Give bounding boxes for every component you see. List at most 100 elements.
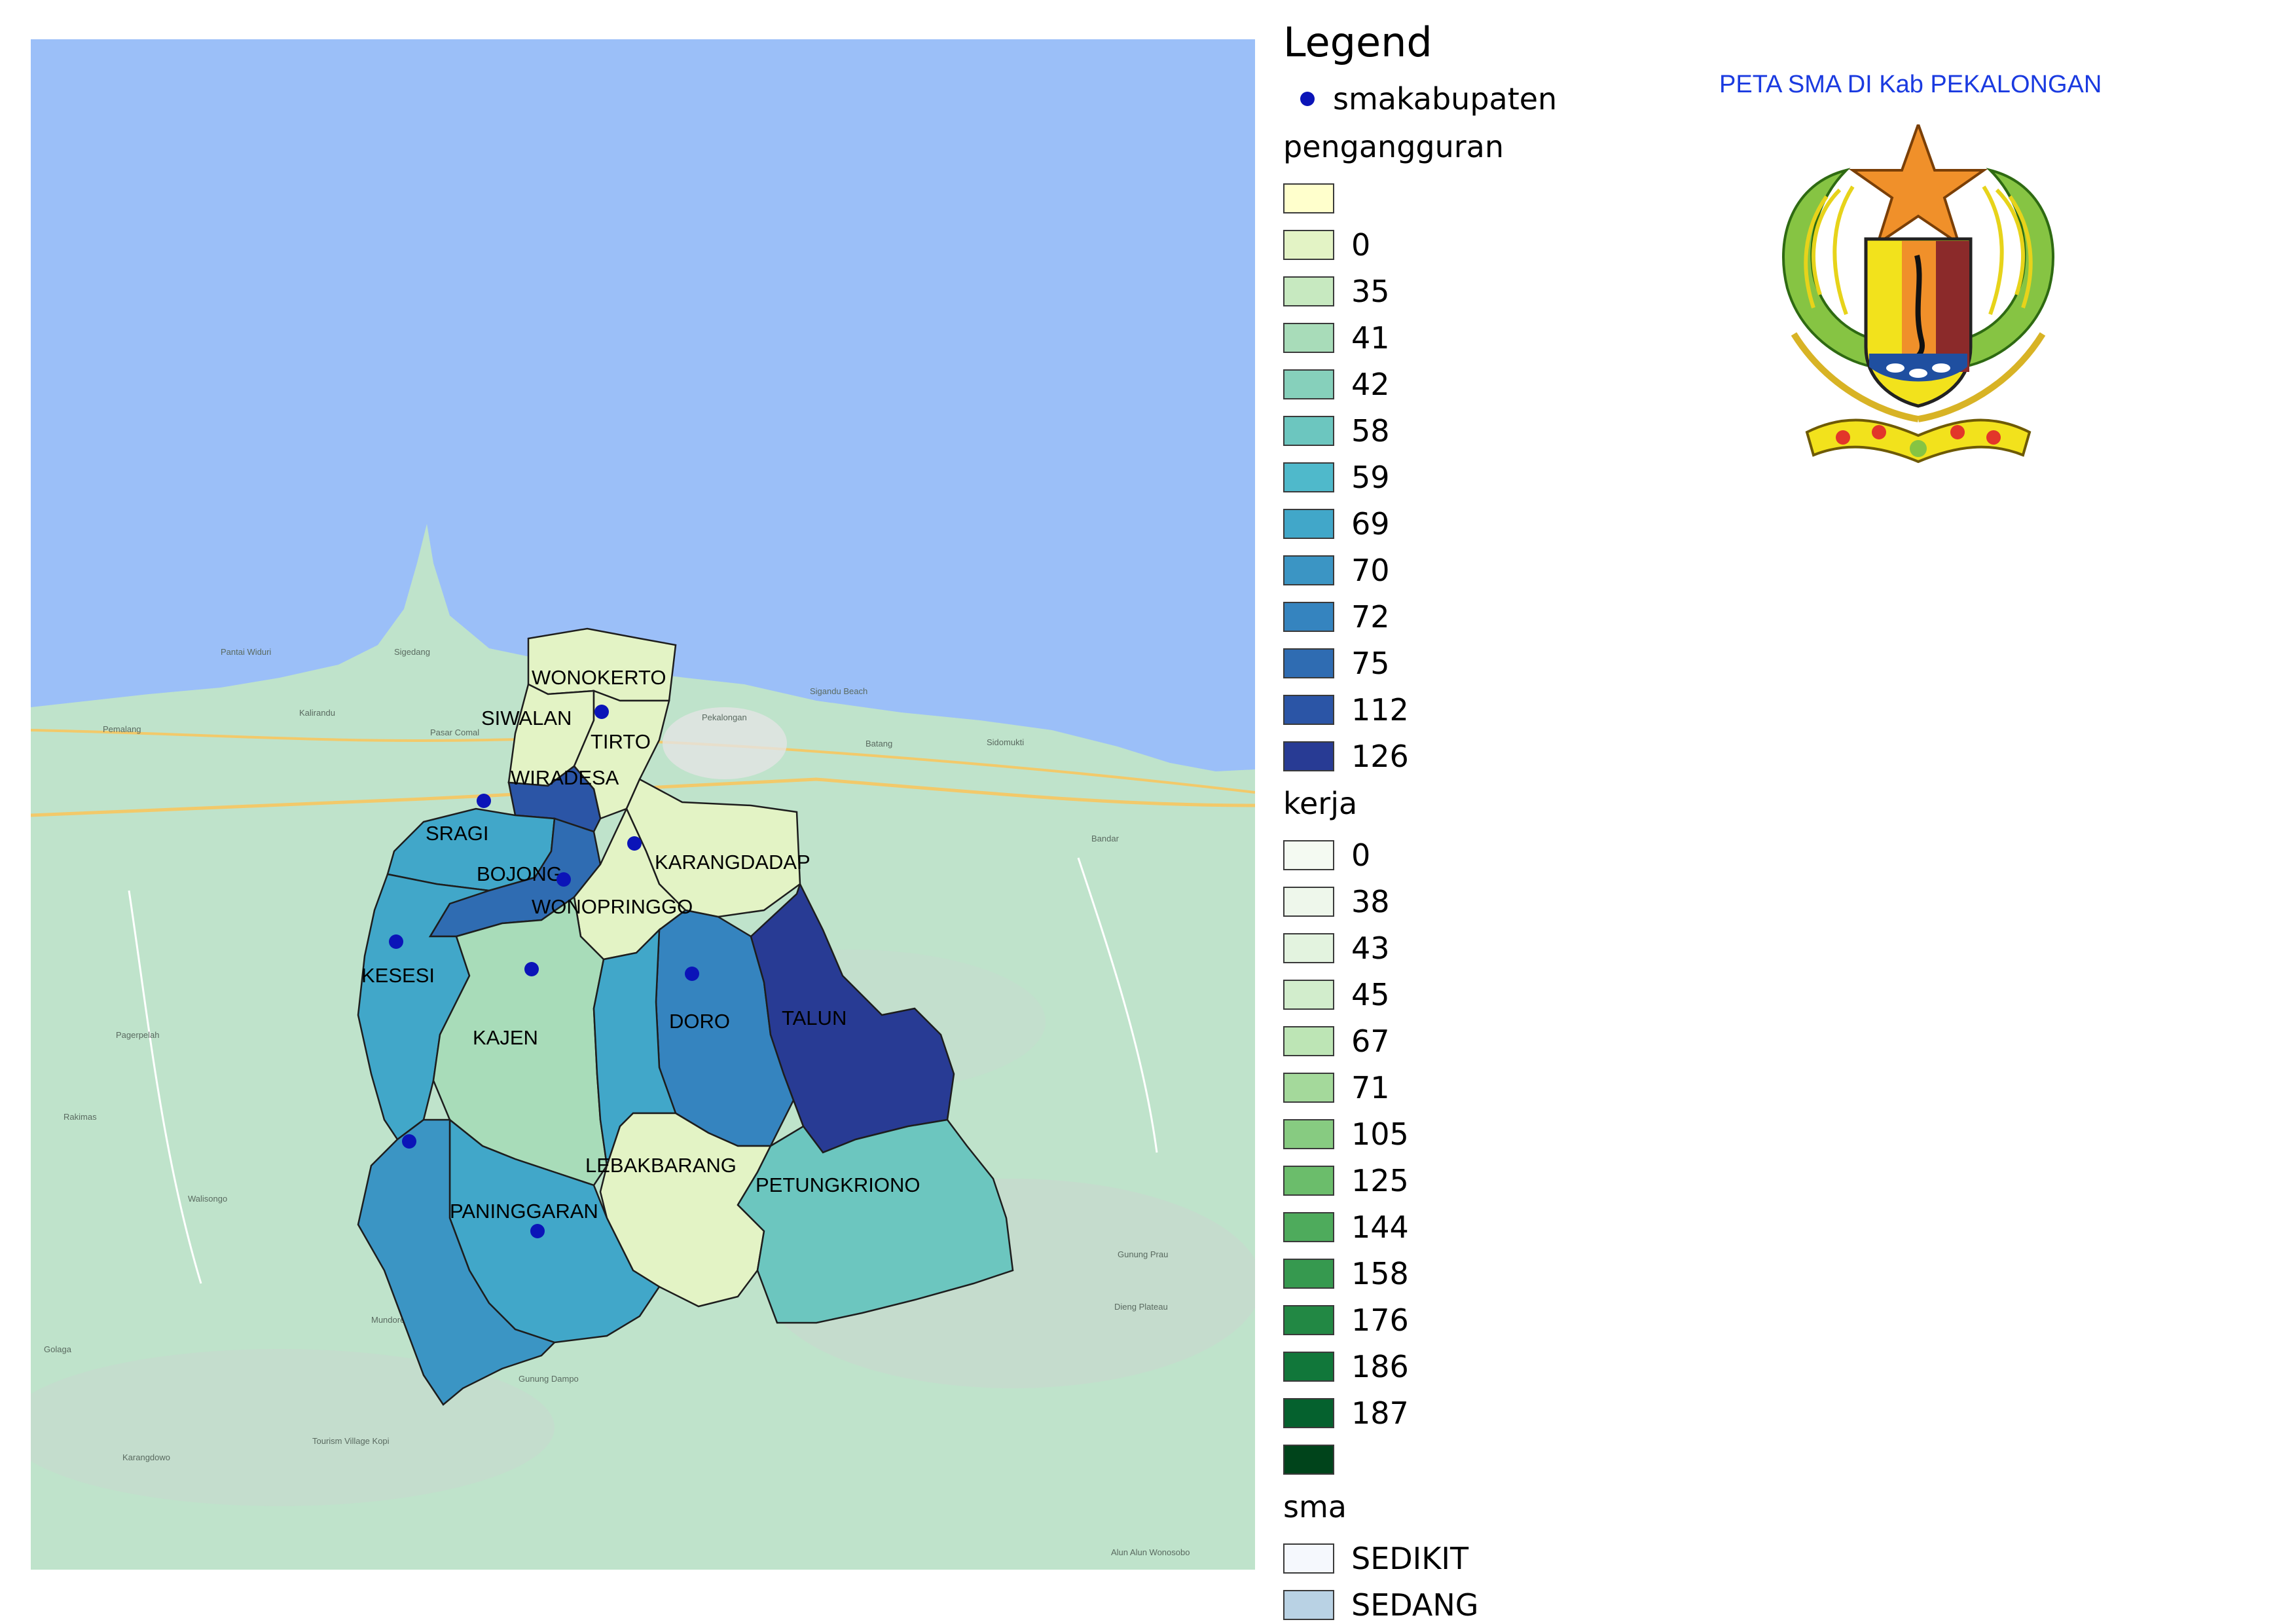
sma-point[interactable] (402, 1134, 416, 1149)
legend-class-label: 41 (1351, 320, 1390, 356)
legend-class-label: 0 (1351, 837, 1371, 873)
district-label: WONOPRINGGO (532, 895, 693, 918)
sma-point[interactable] (685, 967, 699, 981)
place-label: Batang (866, 739, 892, 748)
legend-swatch (1283, 183, 1334, 213)
legend-class-label: 59 (1351, 459, 1390, 495)
district-label: TALUN (782, 1006, 847, 1029)
legend-class-row (1283, 1436, 1741, 1483)
place-label: Rakimas (64, 1112, 97, 1122)
legend-class-label: 187 (1351, 1395, 1409, 1431)
legend-class-row: 126 (1283, 733, 1741, 779)
legend-class-row: 0 (1283, 221, 1741, 268)
legend-class-row: 42 (1283, 361, 1741, 407)
legend-class-row: 144 (1283, 1204, 1741, 1250)
map-view[interactable]: Pemalang Pantai Widuri Sigedang Pekalong… (31, 39, 1255, 1570)
sma-point[interactable] (556, 872, 571, 887)
legend-group-title: kerja (1283, 786, 1358, 821)
place-label: Walisongo (188, 1194, 227, 1204)
legend-swatch (1283, 932, 1334, 963)
sma-point[interactable] (477, 794, 491, 808)
legend-class-row: 158 (1283, 1250, 1741, 1297)
district-label: KAJEN (473, 1026, 538, 1049)
legend-class-label: 45 (1351, 976, 1390, 1012)
city-area (663, 707, 787, 779)
legend-class-row: 0 (1283, 832, 1741, 878)
district-label: SIWALAN (481, 707, 572, 729)
district-label: KARANGDADAP (655, 851, 811, 874)
sma-point-layer (389, 705, 699, 1238)
legend-swatch (1283, 741, 1334, 771)
district-label: SRAGI (426, 822, 488, 845)
legend-group-title: sma (1283, 1489, 1347, 1524)
sma-point[interactable] (524, 962, 539, 976)
legend-group-title: pengangguran (1283, 129, 1504, 164)
place-label: Pantai Widuri (221, 647, 271, 657)
legend-class-row: 72 (1283, 593, 1741, 640)
legend-class-row: 67 (1283, 1018, 1741, 1064)
district-kajen[interactable] (432, 895, 608, 1187)
legend-class-label: 176 (1351, 1302, 1409, 1338)
legend-swatch (1283, 415, 1334, 446)
place-label: Pekalongan (702, 712, 747, 722)
place-label: Golaga (44, 1344, 72, 1354)
district-label: BOJONG (477, 862, 562, 885)
legend-swatch (1283, 979, 1334, 1010)
legend-point-layer: smakabupaten (1283, 75, 1741, 122)
legend-swatch (1283, 886, 1334, 917)
legend-class-label: 38 (1351, 883, 1390, 919)
place-label: Sidomukti (987, 737, 1024, 747)
legend-class-row: 38 (1283, 878, 1741, 925)
legend-swatch (1283, 1211, 1334, 1242)
legend-class-label: 70 (1351, 552, 1390, 588)
place-label: Bandar (1091, 834, 1120, 843)
legend-class-label: 126 (1351, 738, 1409, 774)
district-southwest[interactable] (357, 1118, 556, 1406)
legend-class-row: 58 (1283, 407, 1741, 454)
place-label: Alun Alun Wonosobo (1111, 1547, 1190, 1557)
district-label: PANINGGARAN (450, 1200, 598, 1223)
legend-class-row: 187 (1283, 1390, 1741, 1436)
district-petungkriono[interactable] (737, 1118, 1014, 1324)
legend-class-label: 35 (1351, 273, 1390, 309)
district-label: WIRADESA (511, 766, 619, 789)
place-label: Dieng Plateau (1114, 1302, 1168, 1312)
legend-swatch (1283, 462, 1334, 492)
regency-emblem-icon (1782, 124, 2054, 464)
legend-class-label: 71 (1351, 1069, 1390, 1105)
legend-swatch (1283, 1258, 1334, 1289)
legend-class-label: 0 (1351, 227, 1371, 263)
legend-class-row: 176 (1283, 1297, 1741, 1343)
road (1077, 857, 1158, 1153)
legend-class-label: 186 (1351, 1348, 1409, 1384)
legend-class-row: 112 (1283, 686, 1741, 733)
legend-swatch (1283, 601, 1334, 632)
legend-class-row: 70 (1283, 547, 1741, 593)
legend-swatch (1283, 229, 1334, 260)
district-label: TIRTO (591, 730, 651, 753)
district-label: PETUNGKRIONO (756, 1173, 920, 1196)
legend-class-label: 105 (1351, 1116, 1409, 1152)
legend-class-label: 69 (1351, 506, 1390, 542)
legend-class-row: 125 (1283, 1157, 1741, 1204)
legend-class-label: 43 (1351, 930, 1390, 966)
legend-swatch (1283, 322, 1334, 353)
place-label: Tourism Village Kopi (312, 1436, 390, 1446)
district-label: DORO (669, 1010, 730, 1033)
legend-class-row: SEDANG (1283, 1581, 1741, 1624)
place-label: Kalirandu (299, 708, 335, 718)
place-label: Pasar Comal (430, 728, 479, 737)
district-label: KESESI (361, 964, 435, 987)
legend-class-label: 72 (1351, 599, 1390, 635)
legend-class-label: 144 (1351, 1209, 1409, 1245)
legend-class-label: 125 (1351, 1162, 1409, 1198)
place-label: Karangdowo (122, 1452, 170, 1462)
sma-point[interactable] (594, 705, 609, 719)
sma-point[interactable] (389, 934, 403, 949)
map-title: PETA SMA DI Kab PEKALONGAN (1719, 71, 2102, 98)
legend-class-row: 41 (1283, 314, 1741, 361)
legend-class-label: 58 (1351, 413, 1390, 449)
sma-point[interactable] (530, 1224, 545, 1238)
sma-point[interactable] (627, 836, 642, 851)
legend-title: Legend (1283, 18, 1432, 66)
